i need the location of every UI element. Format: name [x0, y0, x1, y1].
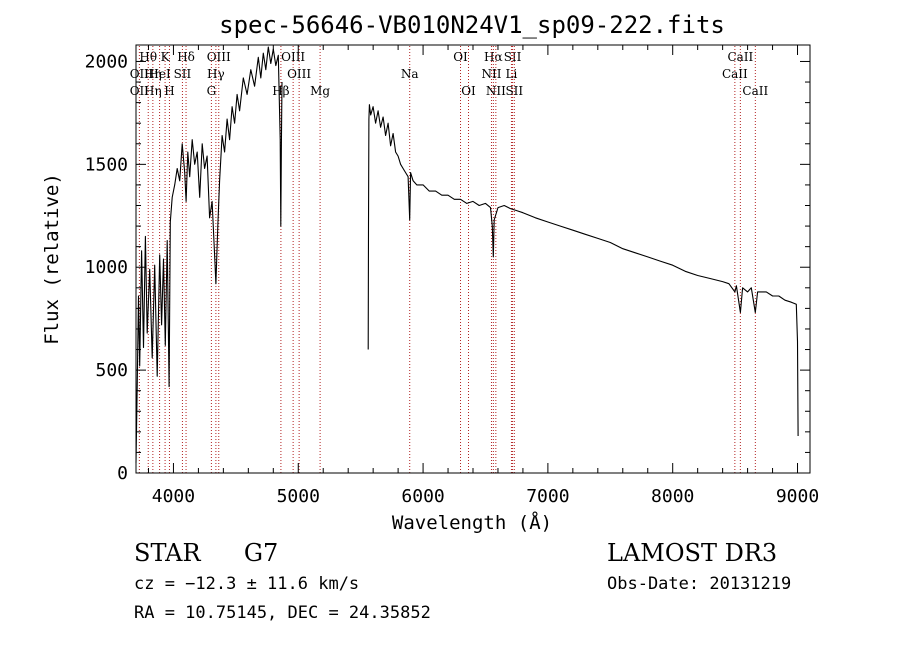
spectrum-line — [367, 104, 799, 437]
marker-label: NII — [486, 84, 506, 98]
y-axis-label: Flux (relative) — [41, 173, 63, 345]
marker-label: SII — [505, 84, 523, 98]
marker-label: H — [164, 84, 174, 98]
y-tick-label: 1000 — [85, 257, 128, 278]
spectrum-line — [135, 46, 283, 463]
marker-label: CaII — [727, 50, 753, 64]
axis-ticks: 4000 5000 6000 7000 8000 9000 0 500 1000 1500 2000 — [85, 45, 819, 507]
chart-title: spec-56646-VB010N24V1_sp09-222.fits — [219, 11, 725, 39]
marker-label: Hα — [484, 50, 503, 64]
y-tick-label: 1500 — [85, 154, 128, 175]
x-tick-label: 7000 — [526, 486, 569, 507]
marker-label: Hη — [144, 84, 162, 98]
marker-label: CaII — [742, 84, 768, 98]
marker-label: Hγ — [207, 67, 225, 81]
marker-label: OII — [130, 84, 150, 98]
x-tick-label: 6000 — [401, 486, 444, 507]
marker-label: NII — [481, 67, 501, 81]
marker-label: SII — [504, 50, 522, 64]
x-tick-label: 4000 — [152, 486, 195, 507]
coordinates-text: RA = 10.75145, DEC = 24.35852 — [134, 603, 431, 623]
plot-frame — [135, 44, 811, 474]
marker-label: G — [207, 84, 217, 98]
object-class: STAR G7 — [134, 539, 278, 567]
marker-label: OI — [453, 50, 468, 64]
x-axis-label: Wavelength (Å) — [392, 511, 552, 534]
x-tick-label: 8000 — [651, 486, 694, 507]
marker-label: OIII — [287, 67, 311, 81]
marker-label: Hβ — [272, 84, 289, 98]
x-tick-label: 9000 — [776, 486, 819, 507]
marker-label: Li — [506, 67, 518, 81]
spectrum-series — [135, 46, 799, 463]
survey-name: LAMOST DR3 — [607, 539, 778, 567]
marker-label: CaII — [722, 67, 748, 81]
marker-label: HeI — [148, 67, 171, 81]
y-tick-label: 0 — [117, 463, 128, 484]
marker-label: Hη — [144, 67, 162, 81]
marker-label: SII — [174, 67, 192, 81]
y-tick-label: 500 — [95, 360, 128, 381]
marker-label: Na — [401, 67, 419, 81]
x-tick-label: 5000 — [277, 486, 320, 507]
marker-label: OII — [130, 67, 150, 81]
y-tick-label: 2000 — [85, 51, 128, 72]
marker-label: OIII — [207, 50, 231, 64]
marker-label: OI — [461, 84, 476, 98]
marker-label: K — [161, 50, 171, 64]
marker-label: Mg — [310, 84, 330, 98]
redshift-text: cz = −12.3 ± 11.6 km/s — [134, 574, 360, 594]
subclass-value: G7 — [243, 539, 279, 567]
marker-label: Hδ — [177, 50, 195, 64]
marker-label: OIII — [281, 50, 305, 64]
observation-date: Obs-Date: 20131219 — [607, 574, 792, 594]
object-class-value: STAR — [134, 539, 201, 567]
marker-label: Hθ — [139, 50, 157, 64]
